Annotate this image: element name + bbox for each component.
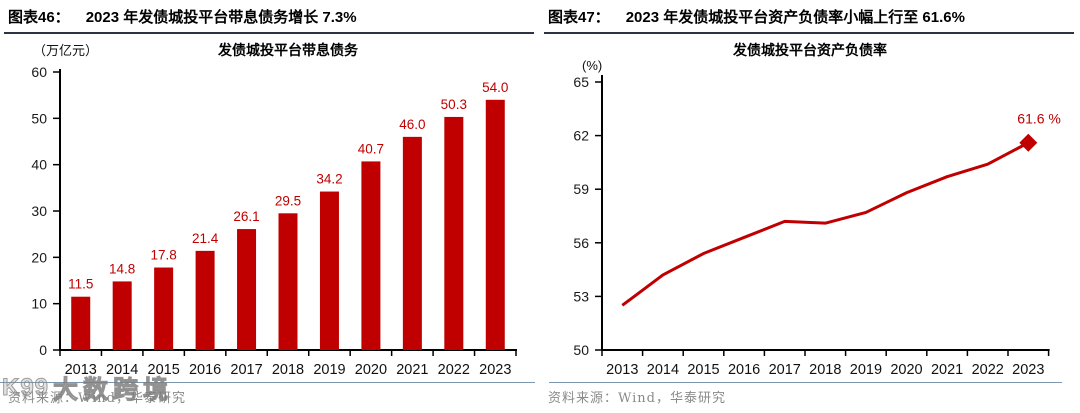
bar [402, 136, 422, 350]
bar-chart-svg: 0 10 20 30 40 50 60 11.5 2013 14.8 2014 17.8 2015 21.… [31, 64, 517, 378]
x-category-label: 2016 [189, 362, 221, 378]
bar-value-label: 14.8 [109, 261, 135, 276]
diamond-marker [1019, 133, 1038, 152]
x-category-label: 2016 [728, 362, 760, 378]
trend-line [621, 141, 1030, 307]
x-category-label: 2020 [355, 362, 387, 378]
x-category-label: 2020 [890, 362, 922, 378]
figure-46-label: 图表46： [8, 9, 70, 26]
bar [195, 250, 215, 350]
end-value-label: 61.6 % [1017, 111, 1061, 127]
y-tick-label: 56 [573, 235, 589, 251]
x-category-label: 2018 [809, 362, 841, 378]
figure-47-title: 2023 年发债城投平台资产负债率小幅上行至 61.6% [625, 9, 965, 26]
x-category-label: 2015 [687, 362, 719, 378]
source-note: 资料来源：Wind，华泰研究 [548, 391, 726, 406]
x-category-label: 2019 [313, 362, 345, 378]
y-tick-label: 50 [31, 110, 47, 126]
bar-chart-title: 发债城投平台带息债务 [218, 42, 358, 58]
x-category-label: 2021 [931, 362, 963, 378]
bar [444, 116, 464, 351]
x-category-label: 2013 [65, 362, 97, 378]
line-chart-svg: 50 53 56 59 62 65 61.6 % 2013 2014 2015 2016 2017 20… [573, 74, 1061, 378]
y-tick-label: 65 [573, 74, 589, 90]
bar-value-label: 54.0 [482, 80, 508, 95]
bar-value-label: 29.5 [275, 193, 301, 208]
bar-value-label: 34.2 [316, 172, 342, 187]
y-tick-label: 40 [31, 157, 47, 173]
bar [278, 213, 298, 350]
x-category-label: 2018 [272, 362, 304, 378]
x-category-label: 2019 [850, 362, 882, 378]
figure-47-label: 图表47： [548, 9, 610, 26]
line-chart-title: 发债城投平台资产负债率 [733, 42, 887, 58]
bar [319, 191, 339, 350]
figure-47-header: 图表47： 2023 年发债城投平台资产负债率小幅上行至 61.6% [544, 4, 1074, 34]
x-category-label: 2014 [106, 362, 138, 378]
x-category-label: 2021 [396, 362, 428, 378]
bar-value-label: 40.7 [358, 141, 384, 156]
source-note: 资料来源：Wind，华泰研究 [8, 391, 186, 406]
x-category-label: 2015 [148, 362, 180, 378]
bar-value-label: 50.3 [441, 97, 467, 112]
bar [361, 161, 381, 350]
panel-bottom-rule [549, 382, 1062, 383]
y-tick-label: 53 [573, 288, 589, 304]
figure-46-panel: 图表46： 2023 年发债城投平台带息债务增长 7.3% （万亿元） 发债城投平… [0, 4, 535, 406]
x-category-label: 2023 [479, 362, 511, 378]
panel-bottom-rule [0, 382, 535, 383]
x-category-label: 2017 [769, 362, 801, 378]
figure-46-title: 2023 年发债城投平台带息债务增长 7.3% [85, 9, 357, 26]
y-tick-label: 30 [31, 203, 47, 219]
bar-value-label: 11.5 [68, 277, 93, 292]
bar [112, 281, 132, 350]
bar [71, 296, 91, 350]
x-category-label: 2014 [647, 362, 679, 378]
y-axis-unit-label: (%) [582, 58, 603, 73]
y-tick-label: 10 [31, 296, 47, 312]
x-category-label: 2023 [1012, 362, 1044, 378]
y-tick-label: 20 [31, 249, 47, 265]
bar-value-label: 17.8 [150, 248, 176, 263]
y-tick-label: 62 [573, 128, 589, 144]
x-category-label: 2022 [972, 362, 1004, 378]
bar-value-label: 26.1 [233, 209, 259, 224]
y-tick-label: 50 [573, 342, 589, 358]
figure-47-panel: 图表47： 2023 年发债城投平台资产负债率小幅上行至 61.6% (%) 发债… [540, 0, 1080, 413]
y-tick-label: 59 [573, 181, 589, 197]
x-category-label: 2022 [438, 362, 470, 378]
bar [237, 229, 257, 350]
y-tick-label: 0 [39, 342, 47, 358]
bar [154, 267, 174, 350]
bar-value-label: 21.4 [192, 231, 219, 246]
x-category-label: 2013 [606, 362, 638, 378]
y-axis-unit-label: （万亿元） [33, 43, 99, 58]
bar [485, 99, 505, 350]
figure-46-header: 图表46： 2023 年发债城投平台带息债务增长 7.3% [4, 4, 534, 34]
y-tick-label: 60 [31, 64, 47, 80]
bar-value-label: 46.0 [399, 117, 425, 132]
x-category-label: 2017 [230, 362, 262, 378]
